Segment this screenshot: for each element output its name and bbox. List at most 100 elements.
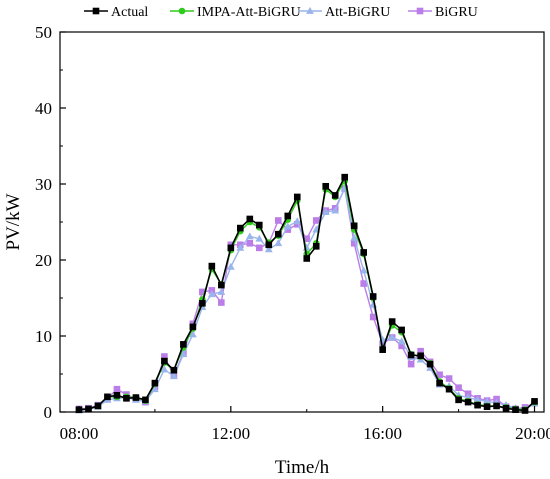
data-point-actual	[436, 379, 443, 387]
data-point-att-bigru	[388, 333, 397, 341]
data-point-actual	[417, 352, 424, 360]
data-point-bigru	[360, 280, 367, 287]
legend-swatch-marker	[416, 7, 424, 15]
y-tick-label: 0	[44, 403, 53, 422]
data-point-actual	[284, 212, 292, 220]
data-point-actual	[104, 393, 111, 401]
legend-label: Att-BiGRU	[325, 5, 390, 20]
data-point-actual	[350, 222, 358, 230]
data-point-att-bigru	[397, 337, 406, 345]
data-point-att-bigru	[217, 287, 226, 295]
y-axis: 0 10 20 30 40 50	[35, 23, 66, 422]
data-point-actual	[132, 394, 140, 401]
legend-item-actual: Actual	[84, 5, 148, 20]
data-point-actual	[445, 385, 453, 393]
data-point-att-bigru	[169, 372, 178, 380]
series-actual	[75, 173, 538, 414]
legend-label: BiGRU	[435, 5, 478, 20]
data-point-att-bigru	[264, 245, 273, 253]
data-point-actual	[218, 281, 225, 289]
data-point-att-bigru	[245, 232, 254, 240]
y-tick-label: 10	[35, 327, 52, 346]
data-point-bigru	[274, 217, 282, 224]
data-point-bigru	[199, 288, 206, 296]
series-bigru	[75, 185, 538, 413]
data-point-actual	[426, 360, 434, 368]
y-tick-label: 30	[35, 175, 52, 194]
data-point-actual	[255, 221, 263, 229]
legend-item-impa-att-bigru: IMPA-Att-BiGRU	[170, 5, 301, 20]
legend-item-bigru: BiGRU	[408, 5, 478, 20]
data-point-att-bigru	[207, 290, 216, 298]
data-point-bigru	[284, 226, 292, 233]
data-point-actual	[246, 215, 254, 223]
data-point-actual	[388, 318, 396, 325]
data-point-bigru	[369, 313, 377, 321]
data-point-actual	[142, 396, 149, 404]
series-line-att-bigru	[78, 187, 535, 412]
data-point-actual	[199, 300, 206, 307]
data-point-actual	[85, 405, 92, 413]
data-point-actual	[170, 366, 178, 374]
x-axis: 08:00 12:00 16:00 20:00	[60, 406, 550, 443]
legend-swatch-marker	[92, 7, 100, 15]
data-point-att-bigru	[160, 365, 169, 373]
plot-area-frame	[59, 31, 545, 413]
series-line-actual	[78, 176, 536, 412]
data-point-actual	[208, 262, 216, 270]
data-point-bigru	[161, 353, 168, 360]
data-point-actual	[502, 404, 510, 412]
data-point-att-bigru	[283, 222, 292, 230]
data-point-actual	[531, 398, 538, 405]
data-point-actual	[94, 402, 102, 410]
data-point-bigru	[455, 384, 462, 391]
data-point-actual	[379, 346, 386, 353]
y-tick-label: 50	[35, 23, 52, 42]
data-point-actual	[493, 402, 500, 410]
data-point-actual	[312, 243, 320, 250]
data-point-bigru	[293, 220, 301, 228]
data-point-att-bigru	[293, 217, 302, 225]
data-point-actual	[341, 173, 349, 181]
series-att-bigru	[75, 183, 539, 414]
data-point-bigru	[246, 239, 254, 247]
data-point-actual	[180, 341, 187, 348]
data-point-att-bigru	[350, 233, 359, 241]
x-tick-label: 16:00	[363, 424, 402, 443]
x-axis-title: Time/h	[275, 457, 330, 478]
series-line-bigru	[78, 187, 535, 410]
x-tick-label: 08:00	[60, 424, 99, 443]
data-point-att-bigru	[331, 206, 340, 214]
data-point-actual	[407, 351, 415, 359]
data-point-att-bigru	[274, 239, 283, 247]
data-point-bigru	[303, 235, 311, 243]
data-point-actual	[322, 182, 330, 190]
data-point-actual	[123, 395, 130, 402]
series-impa-att-bigru	[75, 177, 538, 414]
data-point-actual	[512, 406, 519, 414]
data-point-bigru	[113, 385, 121, 393]
data-point-actual	[237, 224, 244, 232]
data-point-bigru	[445, 375, 453, 382]
data-point-actual	[189, 323, 197, 331]
legend-label: IMPA-Att-BiGRU	[197, 5, 301, 20]
data-point-bigru	[350, 239, 358, 247]
y-axis-title: PV/kW	[3, 193, 24, 250]
legend-label: Actual	[111, 5, 148, 20]
data-point-actual	[331, 192, 339, 199]
data-point-actual	[274, 230, 282, 238]
data-point-actual	[464, 398, 472, 406]
x-tick-label: 20:00	[515, 424, 550, 443]
data-point-actual	[151, 379, 159, 387]
y-tick-label: 20	[35, 251, 52, 270]
data-point-att-bigru	[188, 330, 197, 338]
data-point-actual	[521, 407, 529, 414]
data-point-actual	[483, 403, 491, 410]
data-point-att-bigru	[483, 397, 491, 405]
data-point-att-bigru	[321, 208, 330, 216]
data-point-actual	[113, 391, 121, 399]
data-point-actual	[474, 401, 481, 409]
data-point-bigru	[255, 244, 263, 252]
data-point-actual	[265, 241, 273, 249]
